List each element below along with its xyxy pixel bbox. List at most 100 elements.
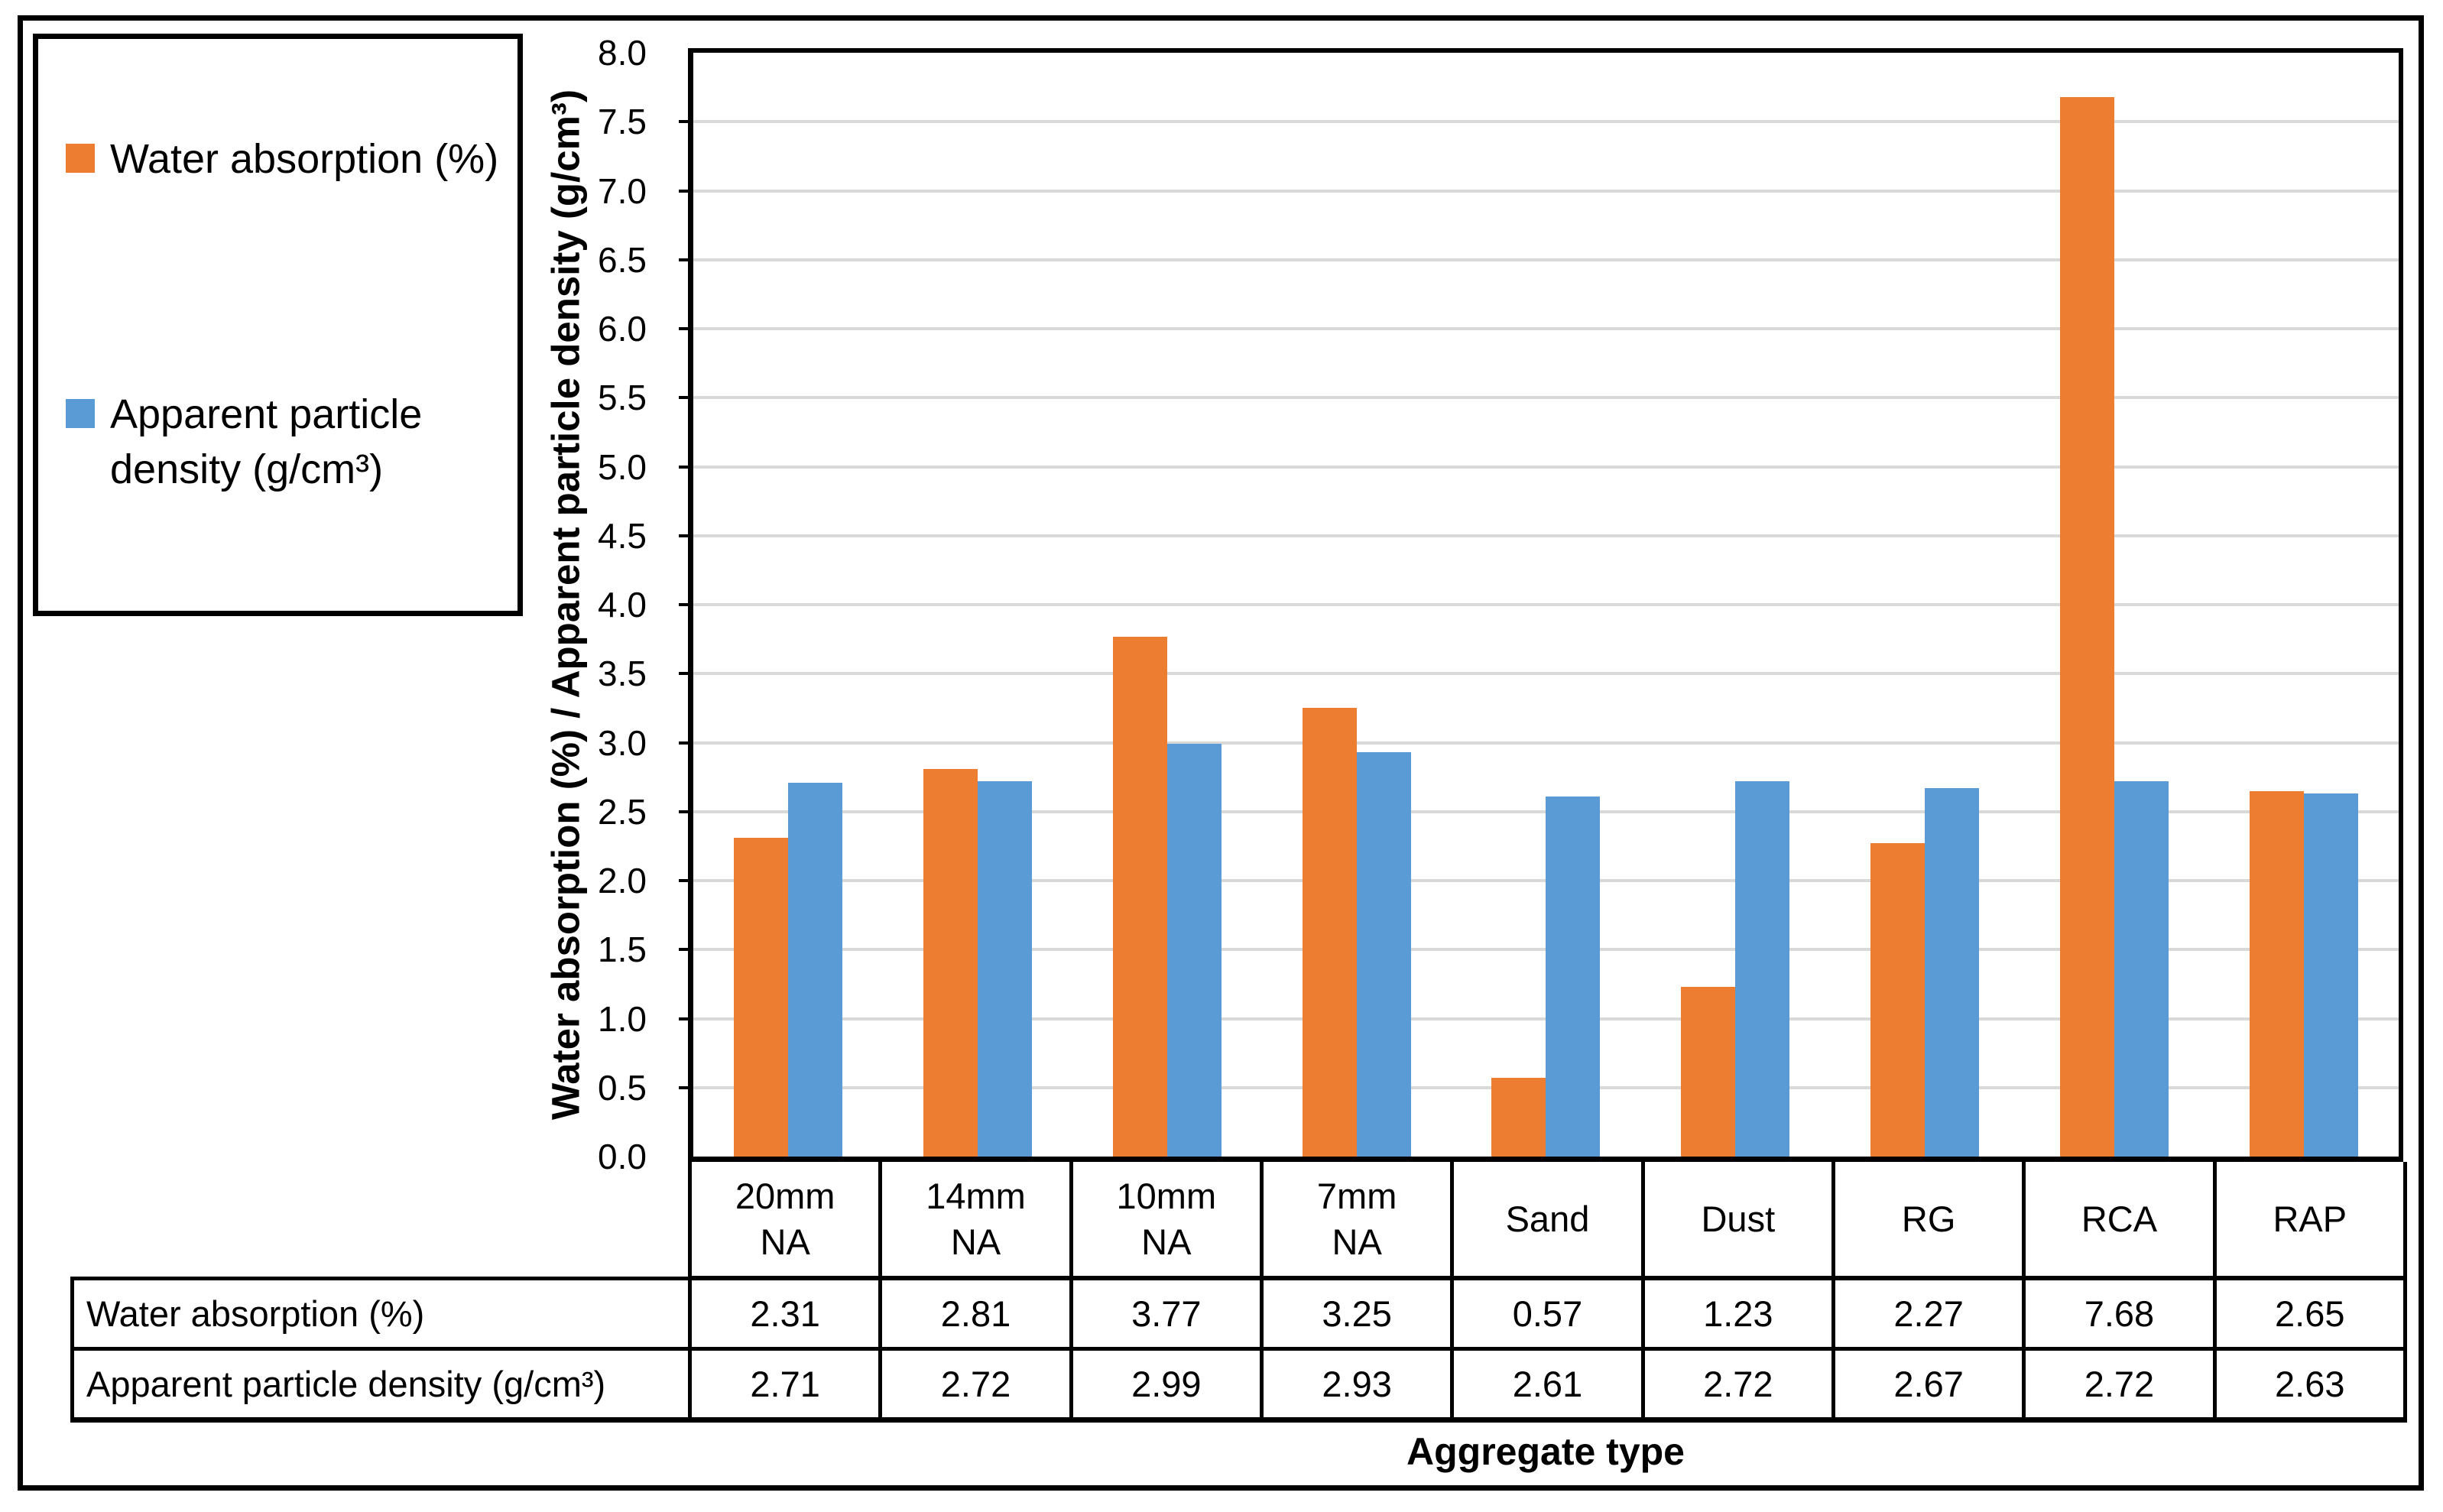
table-value-cell: 2.99 xyxy=(1069,1347,1264,1423)
gridline xyxy=(693,534,2399,537)
y-tick-label: 7.0 xyxy=(598,170,647,211)
legend-label-water-absorption: Water absorption (%) xyxy=(110,136,499,182)
water-absorption-bar xyxy=(1491,1078,1546,1157)
gridline xyxy=(693,120,2399,124)
category-label: 10mm NA xyxy=(1069,1162,1264,1280)
particle-density-bar xyxy=(2114,781,2169,1157)
y-tick-label: 2.5 xyxy=(598,791,647,832)
y-axis-tick xyxy=(679,810,688,813)
y-tick-label: 1.0 xyxy=(598,998,647,1039)
particle-density-bar xyxy=(1356,752,1411,1157)
water-absorption-bar xyxy=(2060,96,2115,1157)
category-slot xyxy=(693,53,883,1157)
y-tick-label: 8.0 xyxy=(598,33,647,73)
category-label: 20mm NA xyxy=(687,1162,883,1280)
table-value-cell: 2.72 xyxy=(878,1347,1073,1423)
water-absorption-bar xyxy=(923,768,978,1157)
category-slot xyxy=(2020,53,2209,1157)
legend-item-particle-density: Apparent particle density (g/cm³) xyxy=(66,387,422,497)
gridline xyxy=(693,465,2399,469)
category-label: 14mm NA xyxy=(878,1162,1073,1280)
table-value-cell: 3.25 xyxy=(1259,1276,1455,1351)
table-value-cell: 2.63 xyxy=(2212,1347,2407,1423)
gridline xyxy=(693,603,2399,606)
table-value-cell: 7.68 xyxy=(2022,1276,2217,1351)
table-value-cell: 2.61 xyxy=(1450,1347,1645,1423)
water-absorption-bar xyxy=(1681,987,1736,1157)
category-label: RG xyxy=(1831,1162,2026,1280)
particle-density-bar xyxy=(1925,788,1980,1157)
category-slot xyxy=(1830,53,2020,1157)
x-axis-title: Aggregate type xyxy=(1406,1430,1685,1473)
particle-density-bar xyxy=(1546,796,1601,1157)
particle-density-bar xyxy=(1735,781,1790,1157)
water-absorption-bar xyxy=(1112,636,1167,1157)
water-absorption-bar xyxy=(2250,790,2305,1157)
y-tick-label: 6.5 xyxy=(598,239,647,280)
chart-data-table: 20mm NA 14mm NA 10mm NA 7mm NA Sand Dust RG RCA… xyxy=(70,1162,2407,1423)
water-absorption-bar xyxy=(1302,708,1357,1157)
y-axis-tick xyxy=(679,258,688,261)
category-slot xyxy=(2209,53,2399,1157)
table-row-label: Water absorption (%) xyxy=(70,1276,692,1351)
y-tick-label: 3.5 xyxy=(598,654,647,694)
y-tick-label: 7.5 xyxy=(598,102,647,142)
y-tick-label: 5.0 xyxy=(598,446,647,487)
y-tick-label: 4.5 xyxy=(598,515,647,556)
gridline xyxy=(693,396,2399,400)
y-axis-tick xyxy=(679,534,688,537)
table-value-cell: 2.31 xyxy=(687,1276,883,1351)
y-tick-label: 5.5 xyxy=(598,378,647,418)
y-tick-label: 0.0 xyxy=(598,1137,647,1176)
y-tick-label: 6.0 xyxy=(598,309,647,349)
particle-density-swatch xyxy=(66,399,95,428)
chart-legend: Water absorption (%) Apparent particle d… xyxy=(33,34,523,616)
table-value-cell: 2.93 xyxy=(1259,1347,1455,1423)
category-slot xyxy=(1640,53,1830,1157)
y-tick-label: 0.5 xyxy=(598,1067,647,1108)
category-slot xyxy=(883,53,1072,1157)
water-absorption-swatch xyxy=(66,144,95,173)
y-axis-tick xyxy=(679,741,688,745)
figure-border xyxy=(18,15,2424,1491)
table-value-cell: 1.23 xyxy=(1640,1276,1835,1351)
water-absorption-bar xyxy=(1870,843,1926,1157)
plot-area xyxy=(679,48,2403,1162)
y-tick-label: 4.0 xyxy=(598,585,647,625)
table-value-cell: 2.72 xyxy=(1640,1347,1835,1423)
table-value-cell: 2.81 xyxy=(878,1276,1073,1351)
legend-item-water-absorption: Water absorption (%) xyxy=(66,131,498,187)
table-value-cell: 2.65 xyxy=(2212,1276,2407,1351)
category-slot xyxy=(1452,53,1641,1157)
legend-label-particle-density: Apparent particle density (g/cm³) xyxy=(110,391,423,492)
category-label: 7mm NA xyxy=(1259,1162,1455,1280)
y-tick-label: 3.0 xyxy=(598,722,647,763)
y-tick-label: 1.5 xyxy=(598,930,647,970)
y-axis-tick xyxy=(679,879,688,882)
table-value-cell: 2.72 xyxy=(2022,1347,2217,1423)
y-axis-tick xyxy=(679,672,688,676)
y-axis-tick xyxy=(679,465,688,469)
gridline xyxy=(693,189,2399,193)
particle-density-bar xyxy=(1166,744,1222,1157)
y-axis-tick xyxy=(679,603,688,606)
y-axis-tick xyxy=(679,120,688,124)
category-slot xyxy=(1262,53,1452,1157)
category-label: Sand xyxy=(1450,1162,1645,1280)
category-label: RCA xyxy=(2022,1162,2217,1280)
particle-density-bar xyxy=(977,781,1032,1157)
table-corner-cell xyxy=(73,1162,690,1278)
table-value-cell: 2.71 xyxy=(687,1347,883,1423)
y-axis-tick xyxy=(679,1017,688,1020)
y-tick-label: 2.0 xyxy=(598,861,647,900)
particle-density-bar xyxy=(2304,793,2359,1157)
table-row-label: Apparent particle density (g/cm³) xyxy=(70,1347,692,1423)
gridline xyxy=(693,741,2399,745)
table-value-cell: 2.27 xyxy=(1831,1276,2026,1351)
gridline xyxy=(693,672,2399,676)
y-axis-tick xyxy=(679,396,688,400)
water-absorption-bar xyxy=(733,838,788,1157)
category-slot xyxy=(1072,53,1262,1157)
gridline xyxy=(693,258,2399,261)
